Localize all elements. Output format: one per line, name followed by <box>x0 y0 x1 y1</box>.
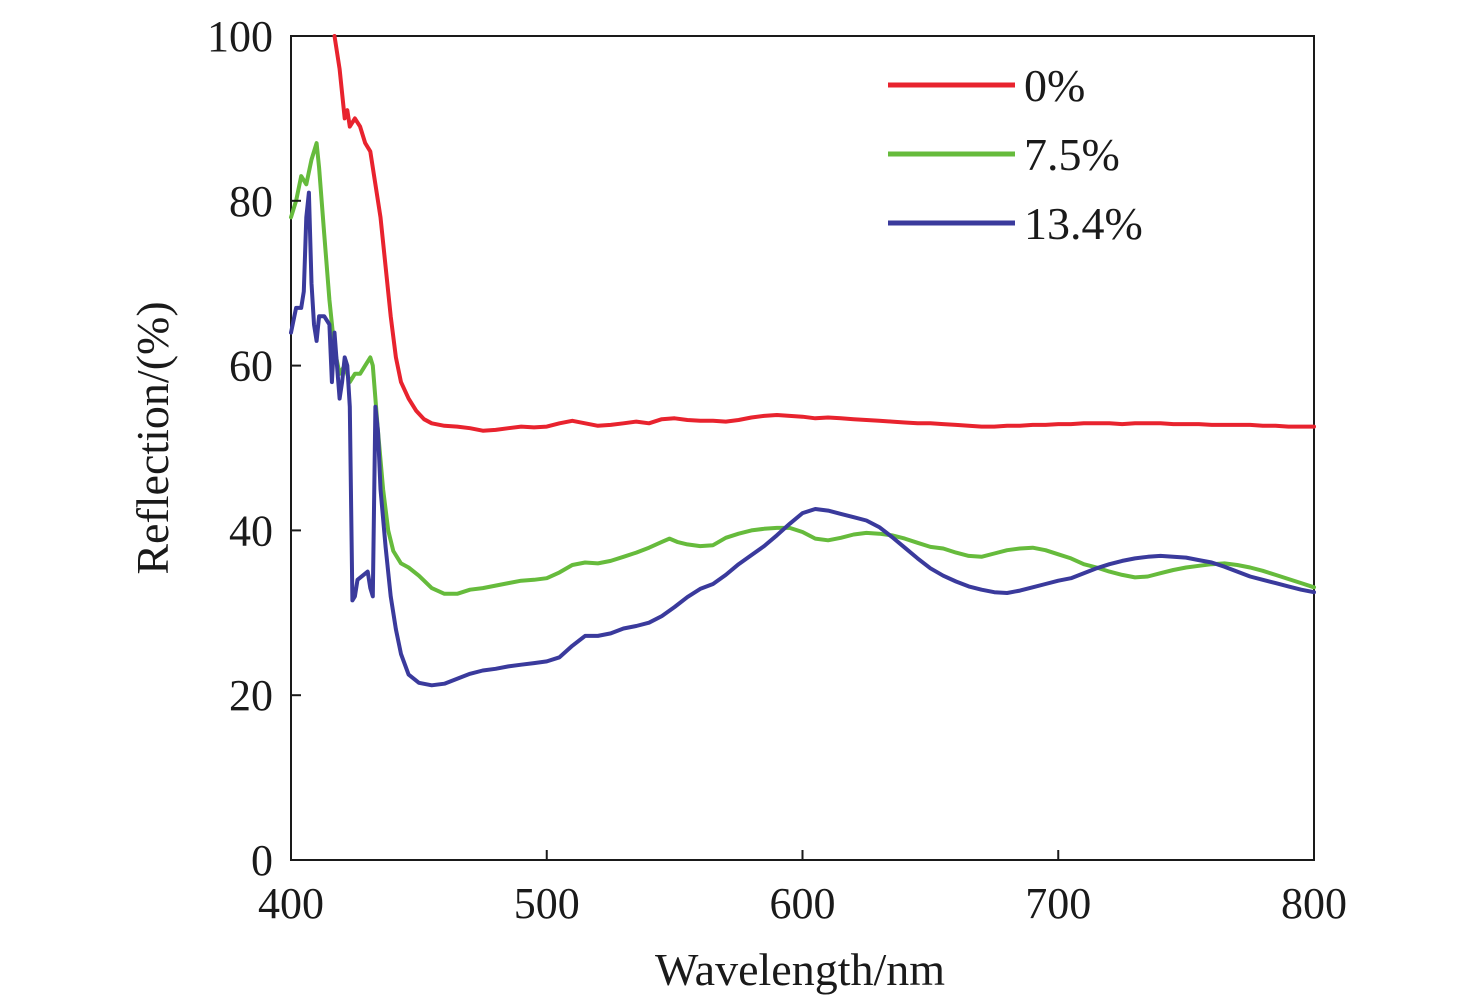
legend-label-3: 13.4% <box>1024 198 1143 249</box>
x-axis-title: Wavelength/nm <box>655 944 945 995</box>
plot-frame <box>290 35 1315 861</box>
x-tick-label-700: 700 <box>1025 879 1091 928</box>
y-tick-label-60: 60 <box>229 342 273 391</box>
x-axis-ticks: 400 500 600 700 800 <box>258 850 1347 928</box>
legend-label-1: 0% <box>1024 60 1085 111</box>
y-tick-label-40: 40 <box>229 506 273 555</box>
x-tick-label-500: 500 <box>514 879 580 928</box>
y-axis-ticks: 0 20 40 60 80 100 <box>207 12 301 885</box>
x-tick-label-600: 600 <box>770 879 836 928</box>
y-tick-label-80: 80 <box>229 177 273 226</box>
y-tick-label-20: 20 <box>229 671 273 720</box>
legend: 0% 7.5% 13.4% <box>888 60 1143 249</box>
series-layer <box>289 34 1316 688</box>
y-tick-label-100: 100 <box>207 12 273 61</box>
legend-label-2: 7.5% <box>1024 129 1120 180</box>
y-tick-label-0: 0 <box>251 836 273 885</box>
series-line-2 <box>289 141 1316 596</box>
series-line-1 <box>332 34 1316 433</box>
y-axis-title: Reflection/(%) <box>127 301 178 574</box>
x-tick-label-800: 800 <box>1281 879 1347 928</box>
x-tick-label-400: 400 <box>258 879 324 928</box>
series-line-3 <box>289 190 1316 688</box>
